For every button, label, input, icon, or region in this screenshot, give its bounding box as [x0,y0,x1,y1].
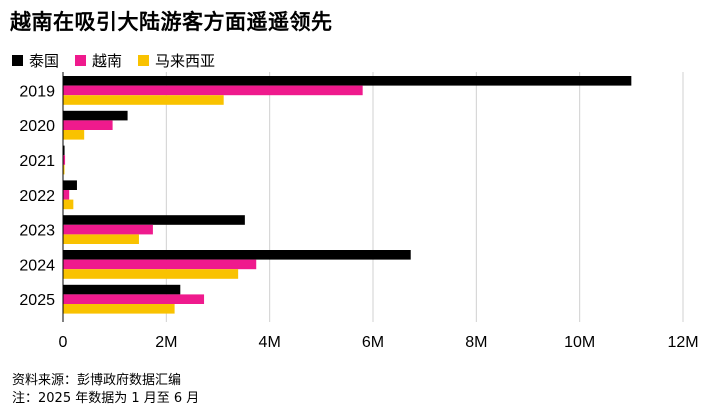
x-tick-label-2M: 2M [155,334,177,351]
legend: 泰国 越南 马来西亚 [12,50,231,71]
bar-2020-thailand [63,110,128,121]
bar-2025-vietnam [63,294,205,304]
bar-2022-thailand [63,180,77,190]
legend-label-vietnam: 越南 [92,52,123,70]
legend-item-malaysia: 马来西亚 [138,50,215,71]
y-tick-label-2020: 2020 [19,118,55,135]
x-tick-label-10M: 10M [564,334,595,351]
footnotes: 资料来源：彭博政府数据汇编 注：2025 年数据为 1 月至 6 月 [12,372,199,408]
bar-2023-vietnam [63,224,153,235]
x-tick-label-6M: 6M [362,334,384,351]
legend-swatch-thailand [12,55,23,66]
legend-swatch-vietnam [75,55,87,66]
y-tick-label-2024: 2024 [19,257,55,274]
bar-2019-malaysia [63,95,224,105]
legend-item-vietnam: 越南 [75,50,122,71]
y-tick-label-2022: 2022 [19,188,55,205]
bar-2021-thailand [63,145,65,156]
x-tick-label-4M: 4M [259,334,281,351]
y-tick-label-2025: 2025 [19,292,55,309]
bar-2020-vietnam [63,120,113,130]
bar-2023-malaysia [63,234,139,244]
data-note: 注：2025 年数据为 1 月至 6 月 [12,391,200,406]
bar-2025-malaysia [63,304,175,314]
bar-2024-vietnam [63,259,257,270]
bar-2019-thailand [63,76,632,86]
bar-2020-malaysia [63,130,85,140]
bar-2022-malaysia [63,199,74,210]
bar-2021-vietnam [63,155,66,165]
bar-2021-malaysia [63,164,65,175]
legend-swatch-malaysia [138,55,150,66]
x-tick-label-0: 0 [59,334,68,351]
y-tick-label-2021: 2021 [19,153,55,170]
bar-2023-thailand [63,215,245,225]
legend-label-malaysia: 马来西亚 [155,52,216,70]
y-tick-label-2023: 2023 [19,223,55,240]
bar-2022-vietnam [63,190,70,200]
chart-title: 越南在吸引大陆游客方面遥遥领先 [10,10,333,34]
bar-2025-thailand [63,284,181,295]
bar-2024-thailand [63,250,411,260]
x-tick-label-12M: 12M [667,334,698,351]
bar-2024-malaysia [63,269,239,279]
legend-label-thailand: 泰国 [29,52,60,70]
legend-item-thailand: 泰国 [12,50,59,71]
x-tick-label-8M: 8M [465,334,487,351]
source-note: 资料来源：彭博政府数据汇编 [12,373,182,388]
y-tick-label-2019: 2019 [19,83,55,100]
bar-2019-vietnam [63,85,363,96]
